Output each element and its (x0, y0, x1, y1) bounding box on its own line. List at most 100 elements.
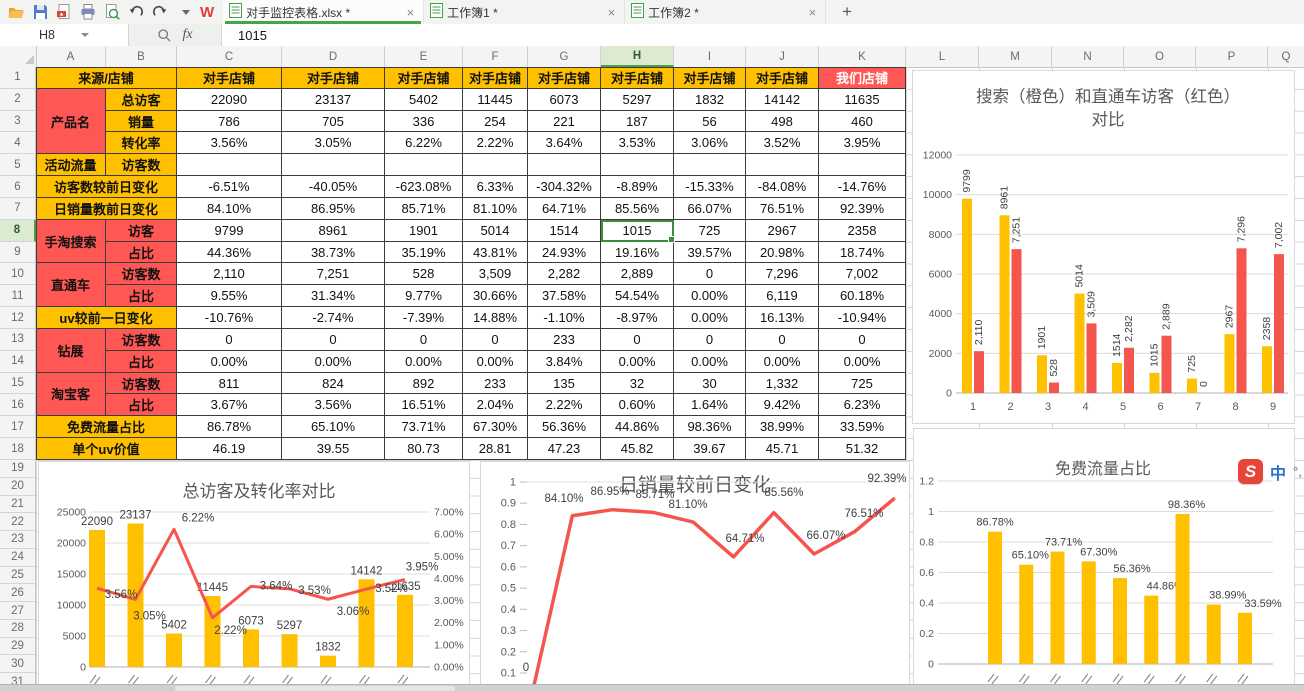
cell-J11[interactable]: 6,119 (746, 285, 819, 308)
row-header-11[interactable]: 11 (0, 285, 36, 308)
label-访客数[interactable]: 访客数 (106, 372, 177, 395)
cell-G14[interactable]: 3.84% (528, 350, 601, 373)
name-box[interactable]: H8 (0, 24, 129, 46)
row-header-22[interactable]: 22 (0, 513, 36, 532)
cell-C9[interactable]: 44.36% (177, 241, 282, 264)
cell-F5[interactable] (463, 154, 528, 177)
column-header-N[interactable]: N (1052, 46, 1124, 67)
label-访客数[interactable]: 访客数 (106, 154, 177, 177)
cell-D11[interactable]: 31.34% (282, 285, 385, 308)
cell-K13[interactable]: 0 (819, 328, 906, 351)
cell-F1[interactable]: 对手店铺 (463, 67, 528, 89)
cell-E15[interactable]: 892 (385, 372, 463, 395)
row-header-1[interactable]: 1 (0, 67, 36, 89)
cell-K15[interactable]: 725 (819, 372, 906, 395)
cell-H9[interactable]: 19.16% (601, 241, 674, 264)
label-占比[interactable]: 占比 (106, 285, 177, 308)
cell-D5[interactable] (282, 154, 385, 177)
label-日销量教前日变化[interactable]: 日销量教前日变化 (36, 197, 177, 220)
column-header-H[interactable]: H (601, 46, 674, 67)
label-直通车[interactable]: 直通车 (36, 263, 106, 308)
cell-K18[interactable]: 51.32 (819, 438, 906, 460)
name-box-caret-icon[interactable] (80, 33, 89, 37)
cell-K11[interactable]: 60.18% (819, 285, 906, 308)
cell-F16[interactable]: 2.04% (463, 394, 528, 417)
cell-E10[interactable]: 528 (385, 263, 463, 286)
label-手淘搜索[interactable]: 手淘搜索 (36, 219, 106, 264)
cell-I13[interactable]: 0 (674, 328, 746, 351)
document-tab-3[interactable]: 工作簿2 * × (625, 0, 827, 24)
label-免费流量占比[interactable]: 免费流量占比 (36, 416, 177, 439)
label-占比[interactable]: 占比 (106, 394, 177, 417)
column-header-D[interactable]: D (282, 46, 385, 67)
cell-E3[interactable]: 336 (385, 110, 463, 133)
cell-E7[interactable]: 85.71% (385, 197, 463, 220)
row-header-7[interactable]: 7 (0, 197, 36, 220)
cell-G2[interactable]: 6073 (528, 88, 601, 111)
cell-J8[interactable]: 2967 (746, 219, 819, 242)
column-header-P[interactable]: P (1196, 46, 1268, 67)
row-header-30[interactable]: 30 (0, 655, 36, 674)
row-header-24[interactable]: 24 (0, 548, 36, 567)
cell-H18[interactable]: 45.82 (601, 438, 674, 460)
label-销量[interactable]: 销量 (106, 110, 177, 133)
cell-D4[interactable]: 3.05% (282, 132, 385, 155)
cell-I8[interactable]: 725 (674, 219, 746, 242)
cell-C5[interactable] (177, 154, 282, 177)
chart-search-vs-ppc-visitors[interactable]: 搜索（橙色）和直通车访客（红色） 对比 0 2000 4000 6000 8000 10000… (912, 70, 1295, 424)
cell-D2[interactable]: 23137 (282, 88, 385, 111)
cell-I1[interactable]: 对手店铺 (674, 67, 746, 89)
column-header-E[interactable]: E (385, 46, 463, 67)
cell-C12[interactable]: -10.76% (177, 307, 282, 329)
column-header-M[interactable]: M (979, 46, 1052, 67)
toolbar-more-icon[interactable] (182, 9, 190, 15)
label-访客数[interactable]: 访客数 (106, 263, 177, 286)
cell-F12[interactable]: 14.88% (463, 307, 528, 329)
cell-H1[interactable]: 对手店铺 (601, 67, 674, 89)
cell-J6[interactable]: -84.08% (746, 176, 819, 198)
cell-G5[interactable] (528, 154, 601, 177)
cell-D1[interactable]: 对手店铺 (282, 67, 385, 89)
cell-J13[interactable]: 0 (746, 328, 819, 351)
cell-E17[interactable]: 73.71% (385, 416, 463, 439)
cell-I18[interactable]: 39.67 (674, 438, 746, 460)
cell-J2[interactable]: 14142 (746, 88, 819, 111)
label-占比[interactable]: 占比 (106, 350, 177, 373)
cell-E12[interactable]: -7.39% (385, 307, 463, 329)
cell-F4[interactable]: 2.22% (463, 132, 528, 155)
ime-mode-chinese[interactable]: 中 (1270, 465, 1287, 483)
cell-E1[interactable]: 对手店铺 (385, 67, 463, 89)
cell-J17[interactable]: 38.99% (746, 416, 819, 439)
row-header-15[interactable]: 15 (0, 372, 36, 395)
row-header-20[interactable]: 20 (0, 477, 36, 496)
cell-G4[interactable]: 3.64% (528, 132, 601, 155)
close-tab-icon[interactable]: × (607, 4, 616, 20)
row-header-9[interactable]: 9 (0, 241, 36, 264)
cell-E18[interactable]: 80.73 (385, 438, 463, 460)
row-header-13[interactable]: 13 (0, 328, 36, 351)
cell-I2[interactable]: 1832 (674, 88, 746, 111)
cell-E2[interactable]: 5402 (385, 88, 463, 111)
cell-J7[interactable]: 76.51% (746, 197, 819, 220)
search-icon[interactable] (157, 28, 172, 43)
cell-F3[interactable]: 254 (463, 110, 528, 133)
cell-D14[interactable]: 0.00% (282, 350, 385, 373)
cell-H4[interactable]: 3.53% (601, 132, 674, 155)
cell-D8[interactable]: 8961 (282, 219, 385, 242)
cell-J18[interactable]: 45.71 (746, 438, 819, 460)
cell-D12[interactable]: -2.74% (282, 307, 385, 329)
cell-E16[interactable]: 16.51% (385, 394, 463, 417)
cell-K3[interactable]: 460 (819, 110, 906, 133)
cell-H14[interactable]: 0.00% (601, 350, 674, 373)
redo-icon[interactable] (150, 2, 170, 22)
selected-cell-H8[interactable] (601, 219, 675, 243)
cell-H2[interactable]: 5297 (601, 88, 674, 111)
label-访客数较前日变化[interactable]: 访客数较前日变化 (36, 176, 177, 198)
close-tab-icon[interactable]: × (406, 4, 415, 20)
cell-D13[interactable]: 0 (282, 328, 385, 351)
cell-C18[interactable]: 46.19 (177, 438, 282, 460)
column-header-I[interactable]: I (674, 46, 746, 67)
cell-K16[interactable]: 6.23% (819, 394, 906, 417)
cell-J3[interactable]: 498 (746, 110, 819, 133)
row-header-10[interactable]: 10 (0, 263, 36, 286)
